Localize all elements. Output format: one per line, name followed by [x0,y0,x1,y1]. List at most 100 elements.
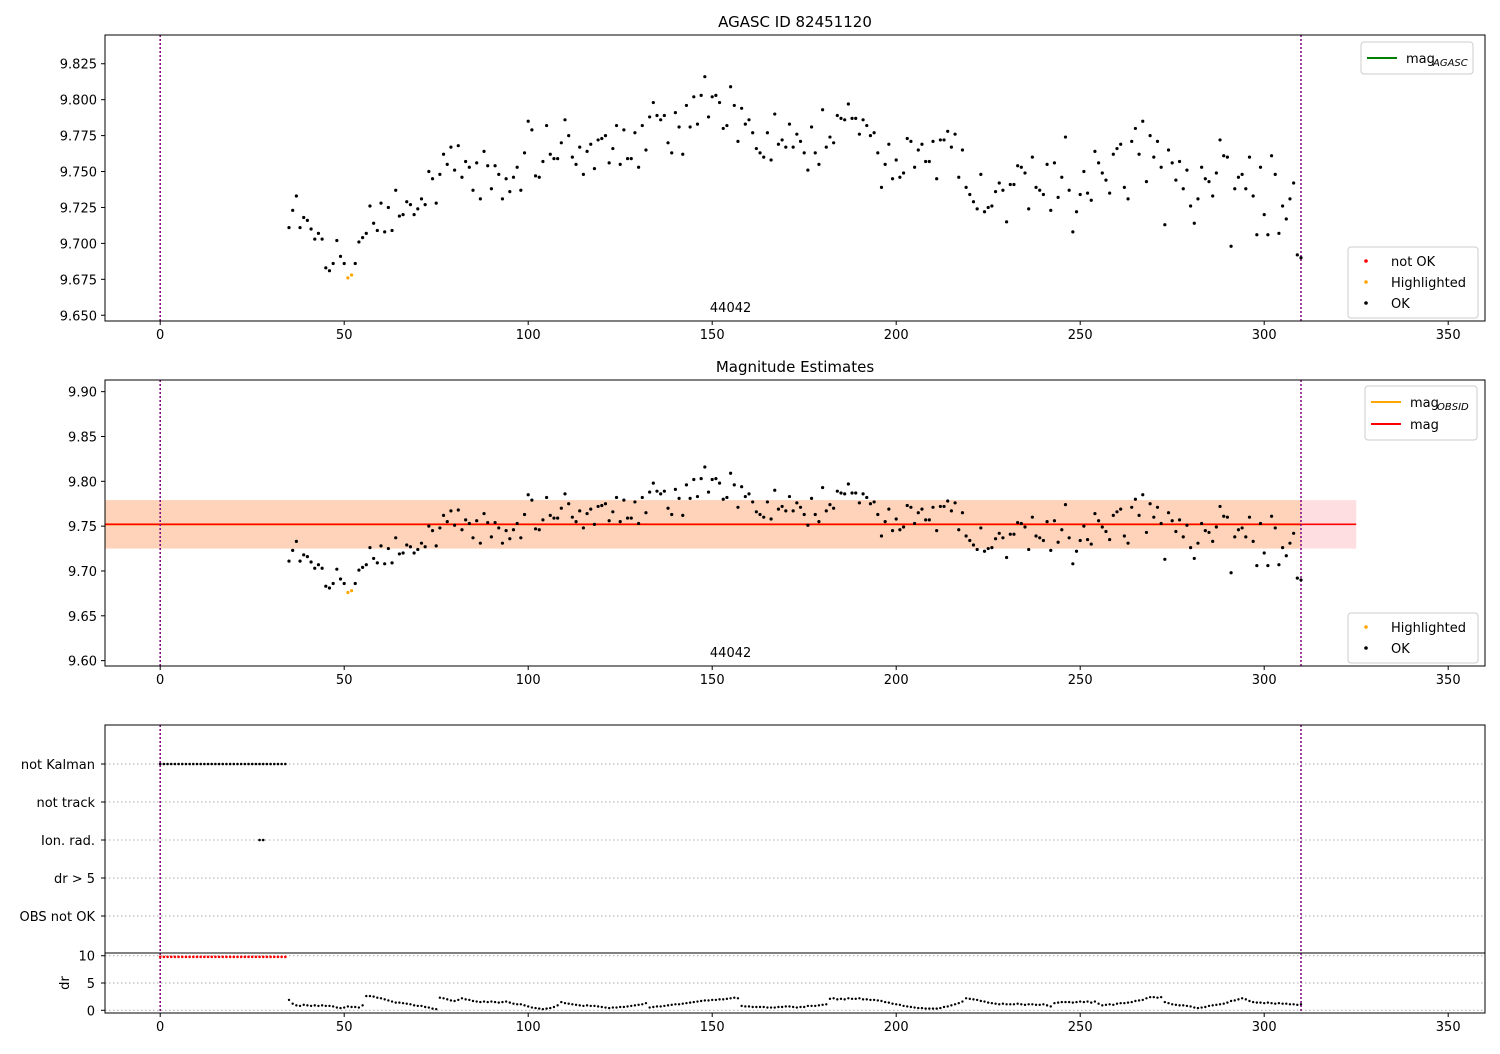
p4-ok-point [674,1003,677,1006]
p2-ok-point [854,491,858,495]
p2-ok-point [1273,526,1277,530]
p4-not-ok-point [195,955,199,959]
p1-obsid-label: 44042 [710,301,751,316]
p2-ok-point [795,501,799,505]
p2-ok-point [1052,519,1057,523]
p1-ok-point [1258,165,1263,169]
p4-ok-point [729,997,732,1000]
p1-ok-point [1104,178,1108,182]
p4-ok-point [663,1004,666,1008]
p2-ok-point [511,528,516,532]
p4-ok-point [714,998,718,1002]
p1-ok-point [600,136,604,141]
p2-ok-point [1001,536,1005,540]
p2-ok-point [1034,534,1038,538]
p4-ytick-label: 0 [87,1004,95,1019]
p1-ok-point [361,236,365,240]
p4-ok-point [1226,1001,1229,1004]
p2-ok-point [1218,504,1222,509]
p1-ok-point [843,118,847,122]
p1-ok-point [754,146,758,151]
p1-ok-point [419,197,424,201]
p2-ok-point [408,545,413,549]
p1-xtick-label: 350 [1436,328,1461,343]
p4-ok-point [644,1001,648,1005]
p1-ok-point [1284,217,1288,221]
p2-ok-point [1266,563,1270,568]
p2-ok-point [570,515,574,519]
p2-ok-point [614,495,619,500]
p2-ok-point [876,512,880,517]
p4-ok-point [527,1005,530,1008]
p4-ok-point [405,1002,408,1005]
p1-xtick-label: 50 [336,328,353,343]
p2-ok-point [1203,529,1207,533]
p1-ok-point [1137,152,1141,156]
p4-ok-point [854,997,857,1001]
p4-ok-point [630,1004,633,1008]
p2-highlighted-point [346,590,350,595]
p1-ok-point [611,146,615,151]
p2-ok-point [802,512,806,517]
p2-xtick-label: 200 [884,673,909,688]
p2-ok-point [305,555,309,559]
p4-ok-point [1009,1003,1012,1006]
p1-ok-point [629,156,633,161]
p4-ok-point [1248,999,1251,1003]
p2-ok-point [1063,503,1068,507]
p2-ok-point [1225,515,1229,519]
p1-ok-point [721,126,725,131]
p1-ok-point [390,228,394,233]
p1-ok-point [924,159,928,164]
p3-not-kalman-point [192,762,195,766]
p1-ok-point [511,175,516,179]
p2-ok-point [1133,497,1137,501]
p2-ok-point [478,541,482,545]
p3-not-kalman-point [214,762,217,766]
p4-ok-point [791,1005,795,1009]
p1-ok-point [798,139,803,143]
p4-not-ok-point [217,955,221,959]
p1-ok-point [574,162,578,166]
p2-ok-point [986,546,990,551]
p1-legend-lines-box [1360,41,1474,75]
p4-not-ok-point [177,955,180,959]
p3-not-kalman-point [232,762,236,766]
p1-ytick-label: 9.675 [60,273,97,288]
p1-ok-point [773,112,777,116]
p2-ok-point [607,519,611,523]
p2-ok-point [692,477,696,482]
p1-ok-point [1034,185,1038,189]
p2-ok-point [832,506,836,510]
p4-ok-point [887,1001,891,1004]
p2-ok-point [960,511,965,515]
p4-ok-point [733,996,736,999]
p4-ok-point [968,997,971,1001]
p3-not-kalman-point [188,762,191,766]
p4-ok-point [295,1004,298,1007]
p4-ok-point [1082,1000,1086,1004]
p4-ok-point [898,1003,902,1007]
p4-ok-point [383,998,386,1001]
p4-ok-point [1193,1006,1196,1009]
p4-ok-point [795,1006,799,1009]
p2-ok-point [361,565,365,569]
p1-ok-point [559,141,563,145]
p2-ok-point [1177,518,1182,522]
p1-ok-point [795,132,799,136]
p4-ok-point [696,1000,699,1003]
p1-ok-point [1148,134,1152,138]
p2-ok-point [879,534,884,538]
p4-ok-point [810,1004,813,1008]
p1-ok-point [1240,172,1244,177]
p2-ok-point [935,529,939,533]
p2-ok-point [320,566,324,570]
p1-ok-point [1159,165,1163,169]
p1-highlighted-point [346,276,350,280]
p2-ok-point [773,488,777,492]
p1-ok-point [938,138,942,142]
p1-ok-point [372,221,376,225]
p2-ok-point [1067,536,1071,540]
p4-ok-point [328,1004,331,1008]
p1-ok-point [964,185,968,189]
